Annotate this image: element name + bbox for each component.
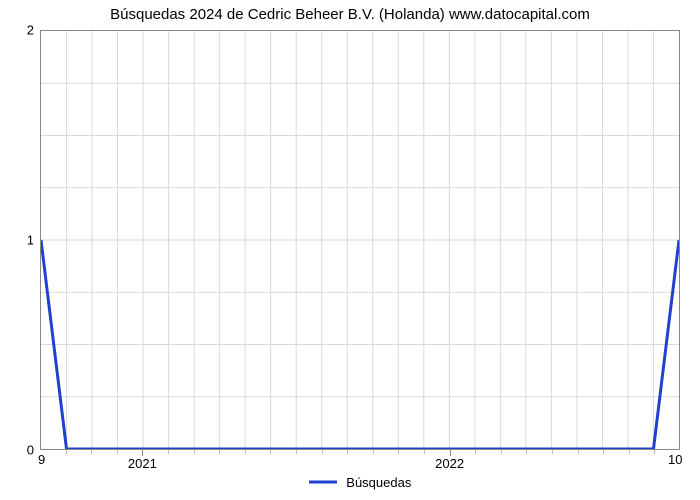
x-minor-tick	[526, 450, 527, 454]
x-minor-tick	[66, 450, 67, 454]
x-corner-right: 10	[668, 452, 682, 467]
x-minor-tick	[424, 450, 425, 454]
x-minor-tick	[168, 450, 169, 454]
x-minor-tick	[629, 450, 630, 454]
x-minor-tick	[501, 450, 502, 454]
x-tick-label: 2022	[435, 456, 464, 471]
y-tick-1: 1	[0, 233, 34, 248]
x-minor-tick	[117, 450, 118, 454]
x-minor-tick	[245, 450, 246, 454]
x-minor-tick	[219, 450, 220, 454]
x-corner-left: 9	[38, 452, 45, 467]
legend: Búsquedas	[40, 474, 680, 490]
x-tick-label: 2021	[128, 456, 157, 471]
x-minor-tick	[373, 450, 374, 454]
x-minor-tick	[475, 450, 476, 454]
x-minor-tick	[603, 450, 604, 454]
x-minor-tick	[296, 450, 297, 454]
y-tick-2: 2	[0, 23, 34, 38]
plot-svg	[41, 31, 679, 449]
chart-container: Búsquedas 2024 de Cedric Beheer B.V. (Ho…	[0, 0, 700, 500]
legend-label: Búsquedas	[346, 475, 411, 490]
x-minor-tick	[91, 450, 92, 454]
x-minor-tick	[194, 450, 195, 454]
y-tick-0: 0	[0, 443, 34, 458]
x-minor-tick	[654, 450, 655, 454]
x-minor-tick	[578, 450, 579, 454]
x-minor-tick	[552, 450, 553, 454]
legend-swatch	[309, 475, 337, 490]
x-minor-tick	[322, 450, 323, 454]
plot-area	[40, 30, 680, 450]
x-minor-tick	[398, 450, 399, 454]
x-minor-tick	[270, 450, 271, 454]
chart-title: Búsquedas 2024 de Cedric Beheer B.V. (Ho…	[0, 6, 700, 23]
x-minor-tick	[347, 450, 348, 454]
